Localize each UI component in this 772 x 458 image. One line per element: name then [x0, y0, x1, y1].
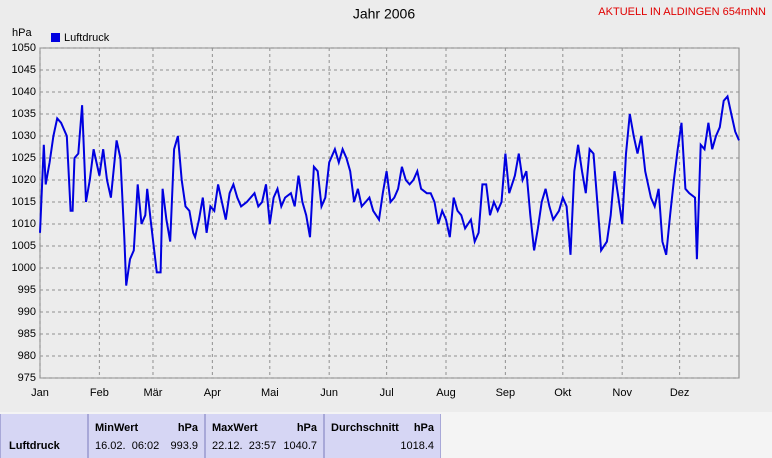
col-name: MinWert: [95, 422, 139, 434]
y-tick-label: 1030: [12, 130, 36, 142]
x-tick-label: Feb: [90, 387, 109, 399]
y-tick-label: 1040: [12, 86, 36, 98]
col-name: MaxWert: [212, 422, 258, 434]
y-tick-label: 1020: [12, 174, 36, 186]
data-line: [39, 94, 740, 286]
col-name: Durchschnitt: [331, 422, 399, 434]
x-tick-label: Jan: [31, 387, 49, 399]
y-axis-label: hPa: [12, 27, 32, 39]
y-tick-label: 985: [18, 328, 36, 340]
cell: MinWert hPa 16.02. 06:02 993.9: [88, 414, 205, 458]
legend-swatch: [51, 33, 60, 42]
y-tick-label: 1005: [12, 240, 36, 252]
x-tick-label: Okt: [554, 387, 571, 399]
annotation: AKTUELL IN ALDINGEN 654mNN: [598, 6, 766, 18]
chart-title: Jahr 2006: [353, 6, 415, 22]
y-tick-label: 995: [18, 284, 36, 296]
row-label: Luftdruck: [9, 440, 60, 452]
y-tick-label: 1050: [12, 42, 36, 54]
date: 22.12. 23:57: [212, 440, 277, 452]
x-tick-label: Jun: [320, 387, 338, 399]
y-tick-label: 990: [18, 306, 36, 318]
cell: Durchschnitt hPa 1018.4: [324, 414, 441, 458]
x-tick-label: Apr: [204, 387, 221, 399]
cell: MaxWert hPa 22.12. 23:57 1040.7: [205, 414, 324, 458]
x-tick-label: Mai: [261, 387, 279, 399]
col-unit: hPa: [413, 422, 434, 434]
y-tick-label: 1025: [12, 152, 36, 164]
y-tick-label: 1010: [12, 218, 36, 230]
y-tick-label: 980: [18, 350, 36, 362]
x-tick-label: Sep: [496, 387, 516, 399]
y-tick-label: 1035: [12, 108, 36, 120]
y-tick-label: 975: [18, 372, 36, 384]
x-tick-label: Mär: [144, 387, 163, 399]
row-header: Luftdruck: [0, 414, 88, 458]
y-tick-label: 1015: [12, 196, 36, 208]
date: 16.02. 06:02: [95, 440, 160, 452]
chart: Jahr 2006 AKTUELL IN ALDINGEN 654mNN hPa…: [12, 6, 767, 399]
col-unit: hPa: [177, 422, 198, 434]
col-unit: hPa: [296, 422, 317, 434]
stats-table: Luftdruck MinWert hPa 16.02. 06:02 993.9…: [0, 412, 772, 458]
value: 1040.7: [283, 440, 317, 452]
x-tick-label: Jul: [380, 387, 394, 399]
x-tick-label: Nov: [612, 387, 632, 399]
y-tick-label: 1045: [12, 64, 36, 76]
y-tick-label: 1000: [12, 262, 36, 274]
value: 1018.4: [400, 440, 434, 452]
value: 993.9: [170, 440, 198, 452]
x-tick-label: Dez: [670, 387, 690, 399]
legend-label: Luftdruck: [64, 32, 110, 44]
x-tick-label: Aug: [436, 387, 456, 399]
